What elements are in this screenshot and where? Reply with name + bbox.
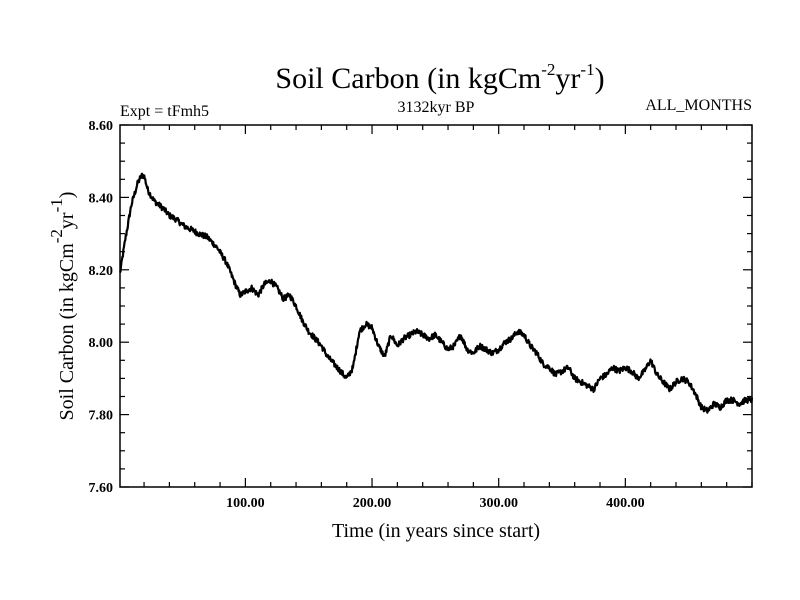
y-tick-label: 7.80 (89, 409, 114, 424)
months-label: ALL_MONTHS (645, 97, 752, 114)
y-tick-label: 8.00 (89, 336, 114, 351)
y-tick-label: 8.60 (89, 119, 114, 134)
x-axis-label: Time (in years since start) (332, 520, 540, 542)
y-tick-label: 7.60 (89, 481, 114, 496)
y-tick-label: 8.40 (89, 191, 114, 206)
plot-area: 100.00 200.00 300.00 400.00 7.60 7.80 8.00 8.20… (89, 119, 754, 511)
series-line (118, 172, 754, 414)
period-label: 3132kyr BP (398, 99, 475, 116)
experiment-label: Expt = tFmh5 (120, 103, 209, 120)
x-tick-label: 400.00 (606, 496, 645, 511)
y-axis-label: Soil Carbon (in kgCm-2yr-1) (47, 192, 78, 421)
x-tick-label: 200.00 (353, 496, 392, 511)
plot-frame (119, 124, 753, 488)
x-tick-label: 100.00 (226, 496, 265, 511)
y-tick-label: 8.20 (89, 264, 114, 279)
x-tick-label: 300.00 (479, 496, 518, 511)
chart-title: Soil Carbon (in kgCm-2yr-1) (275, 60, 604, 95)
